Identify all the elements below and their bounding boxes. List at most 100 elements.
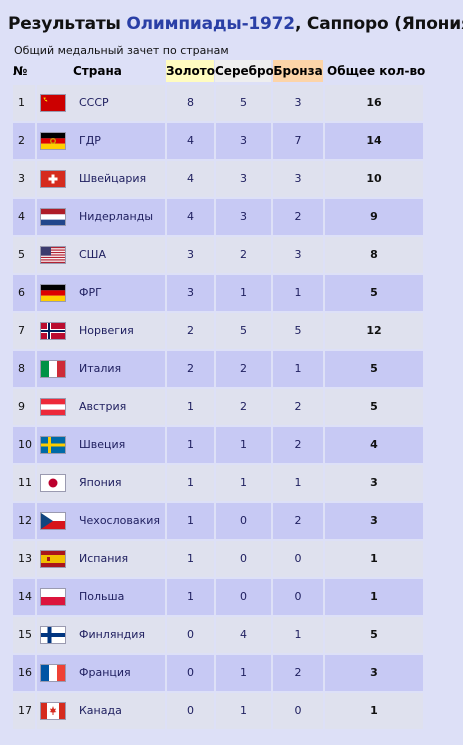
table-row: 12 Чехословакия 1 0 2 3 bbox=[13, 502, 425, 540]
country-name: СССР bbox=[79, 96, 109, 109]
country-name: Италия bbox=[79, 362, 122, 375]
title-suffix: , Саппоро (Япония) bbox=[294, 14, 463, 34]
country-name: ФРГ bbox=[79, 286, 102, 299]
silver-cell: 3 bbox=[216, 199, 271, 235]
total-cell: 4 bbox=[325, 427, 423, 463]
rank-cell: 5 bbox=[13, 237, 35, 273]
total-cell: 1 bbox=[325, 541, 423, 577]
table-row: 7 Норвегия 2 5 5 12 bbox=[13, 312, 425, 350]
silver-cell: 3 bbox=[216, 161, 271, 197]
bronze-cell: 2 bbox=[273, 427, 323, 463]
country-name: Финляндия bbox=[79, 628, 146, 641]
france-flag-icon bbox=[41, 665, 65, 681]
total-cell: 5 bbox=[325, 389, 423, 425]
header-country: Страна bbox=[73, 64, 122, 78]
table-row: 10 Швеция 1 1 2 4 bbox=[13, 426, 425, 464]
gold-cell: 2 bbox=[167, 351, 214, 387]
rank-cell: 4 bbox=[13, 199, 35, 235]
country-name: ГДР bbox=[79, 134, 101, 147]
country-name: Швеция bbox=[79, 438, 126, 451]
total-cell: 12 bbox=[325, 313, 423, 349]
rank-cell: 3 bbox=[13, 161, 35, 197]
gold-cell: 3 bbox=[167, 237, 214, 273]
silver-cell: 1 bbox=[216, 275, 271, 311]
gold-cell: 2 bbox=[167, 313, 214, 349]
silver-cell: 0 bbox=[216, 579, 271, 615]
silver-cell: 2 bbox=[216, 351, 271, 387]
table-row: 16 Франция 0 1 2 3 bbox=[13, 654, 425, 692]
header-silver: Серебро bbox=[215, 60, 274, 82]
gold-cell: 1 bbox=[167, 427, 214, 463]
table-row: 3 Швейцария 4 3 3 10 bbox=[13, 160, 425, 198]
switzerland-flag-icon bbox=[41, 171, 65, 187]
rank-cell: 9 bbox=[13, 389, 35, 425]
gold-cell: 1 bbox=[167, 389, 214, 425]
rank-cell: 7 bbox=[13, 313, 35, 349]
table-row: 4 Нидерланды 4 3 2 9 bbox=[13, 198, 425, 236]
country-cell: Япония bbox=[37, 465, 165, 501]
rank-cell: 13 bbox=[13, 541, 35, 577]
country-cell: Финляндия bbox=[37, 617, 165, 653]
sweden-flag-icon bbox=[41, 437, 65, 453]
rank-cell: 15 bbox=[13, 617, 35, 653]
gold-cell: 4 bbox=[167, 161, 214, 197]
gold-cell: 0 bbox=[167, 693, 214, 729]
total-cell: 8 bbox=[325, 237, 423, 273]
bronze-cell: 2 bbox=[273, 389, 323, 425]
country-cell: Норвегия bbox=[37, 313, 165, 349]
bronze-cell: 3 bbox=[273, 161, 323, 197]
netherlands-flag-icon bbox=[41, 209, 65, 225]
country-cell: Канада bbox=[37, 693, 165, 729]
silver-cell: 5 bbox=[216, 85, 271, 121]
spain-flag-icon bbox=[41, 551, 65, 567]
poland-flag-icon bbox=[41, 589, 65, 605]
table-row: 13 Испания 1 0 0 1 bbox=[13, 540, 425, 578]
gold-cell: 1 bbox=[167, 579, 214, 615]
total-cell: 5 bbox=[325, 275, 423, 311]
country-cell: Польша bbox=[37, 579, 165, 615]
gold-cell: 1 bbox=[167, 503, 214, 539]
bronze-cell: 1 bbox=[273, 465, 323, 501]
total-cell: 1 bbox=[325, 579, 423, 615]
table-row: 5 США 3 2 3 8 bbox=[13, 236, 425, 274]
table-row: 2 ГДР 4 3 7 14 bbox=[13, 122, 425, 160]
gold-cell: 4 bbox=[167, 123, 214, 159]
country-name: Канада bbox=[79, 704, 122, 717]
gold-cell: 1 bbox=[167, 465, 214, 501]
country-cell: Швейцария bbox=[37, 161, 165, 197]
gold-cell: 1 bbox=[167, 541, 214, 577]
rank-cell: 16 bbox=[13, 655, 35, 691]
bronze-cell: 2 bbox=[273, 503, 323, 539]
country-cell: Австрия bbox=[37, 389, 165, 425]
bronze-cell: 1 bbox=[273, 351, 323, 387]
country-name: Франция bbox=[79, 666, 131, 679]
rank-cell: 14 bbox=[13, 579, 35, 615]
bronze-cell: 0 bbox=[273, 693, 323, 729]
country-cell: Испания bbox=[37, 541, 165, 577]
header-total: Общее кол-во bbox=[327, 64, 426, 78]
rank-cell: 17 bbox=[13, 693, 35, 729]
total-cell: 5 bbox=[325, 617, 423, 653]
table-row: 15 Финляндия 0 4 1 5 bbox=[13, 616, 425, 654]
rank-cell: 8 bbox=[13, 351, 35, 387]
rank-cell: 11 bbox=[13, 465, 35, 501]
czechoslovakia-flag-icon bbox=[41, 513, 65, 529]
rank-cell: 12 bbox=[13, 503, 35, 539]
gdr-flag-icon bbox=[41, 133, 65, 149]
silver-cell: 2 bbox=[216, 237, 271, 273]
header-gold: Золото bbox=[166, 60, 215, 82]
bronze-cell: 1 bbox=[273, 617, 323, 653]
total-cell: 10 bbox=[325, 161, 423, 197]
table-row: 6 ФРГ 3 1 1 5 bbox=[13, 274, 425, 312]
country-cell: ФРГ bbox=[37, 275, 165, 311]
country-name: Испания bbox=[79, 552, 129, 565]
silver-cell: 1 bbox=[216, 693, 271, 729]
norway-flag-icon bbox=[41, 323, 65, 339]
rank-cell: 6 bbox=[13, 275, 35, 311]
silver-cell: 2 bbox=[216, 389, 271, 425]
austria-flag-icon bbox=[41, 399, 65, 415]
gold-cell: 3 bbox=[167, 275, 214, 311]
table-row: 1 СССР 8 5 3 16 bbox=[13, 84, 425, 122]
title-accent: Олимпиады-1972 bbox=[126, 14, 295, 34]
gold-cell: 0 bbox=[167, 617, 214, 653]
